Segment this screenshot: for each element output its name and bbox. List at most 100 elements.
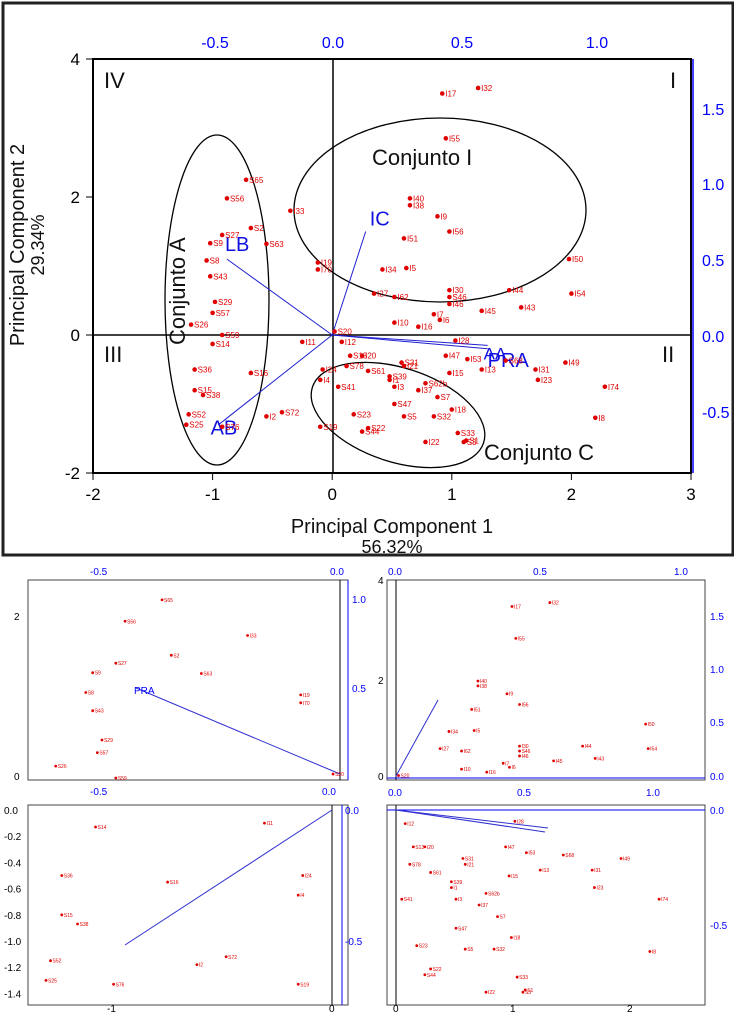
score-point xyxy=(407,202,413,208)
loading-label: IC xyxy=(370,209,390,231)
zoom-point xyxy=(331,772,335,776)
score-point xyxy=(365,368,371,374)
zoom-point xyxy=(454,897,458,901)
zoom-point xyxy=(484,990,488,994)
score-point xyxy=(447,294,452,300)
score-point xyxy=(439,91,445,96)
point-label: S5 xyxy=(407,412,417,421)
point-label: I46 xyxy=(452,300,464,309)
zoom-point-label: S19 xyxy=(300,982,309,988)
zoom-point xyxy=(460,767,463,771)
zoom-tr-x-tick: 0.0 xyxy=(388,788,402,799)
point-label: S78 xyxy=(350,362,365,371)
zoom-point-label: S68 xyxy=(565,853,574,859)
zoom-point-label: I45 xyxy=(556,759,563,765)
point-label: I3 xyxy=(397,383,404,392)
zoom-point-label: I21 xyxy=(467,862,474,868)
score-point xyxy=(463,438,469,443)
zoom-point-label: S56 xyxy=(127,619,136,625)
point-label: S29 xyxy=(218,298,233,307)
zoom-point xyxy=(514,636,518,640)
zoom-point xyxy=(429,967,433,971)
point-label: I32 xyxy=(481,84,493,93)
point-label: I5 xyxy=(409,264,416,273)
score-point xyxy=(475,85,481,91)
zoom-bl-y-tick: -0.8 xyxy=(4,911,22,922)
point-label: I50 xyxy=(572,255,584,264)
zoom-point xyxy=(590,868,594,872)
point-label: S20 xyxy=(338,328,353,337)
top-tick-labels: -0.5 0.0 0.5 1.0 xyxy=(201,35,608,52)
zoom-point-label: I34 xyxy=(451,729,458,735)
zoom-point xyxy=(460,749,463,753)
score-point xyxy=(210,341,215,347)
zoom-point xyxy=(524,851,528,855)
zoom-point-label: S46 xyxy=(522,749,531,755)
zoom-point xyxy=(84,691,88,694)
score-point xyxy=(320,367,325,372)
zoom-tr-y-tick: 0 xyxy=(378,772,384,783)
point-label: S13 xyxy=(353,352,368,361)
point-label: I51 xyxy=(407,234,419,243)
zoom-point-label: S9 xyxy=(95,671,101,677)
zoom-point-label: I11 xyxy=(266,821,273,827)
point-label: I55 xyxy=(449,134,461,143)
point-label: I20 xyxy=(365,352,377,361)
point-label: I31 xyxy=(539,366,551,375)
zoom-point xyxy=(166,880,170,884)
zoom-br-loading-pra xyxy=(395,809,546,833)
zoom-tr-x-tick: 0.5 xyxy=(517,788,531,799)
zoom-point-label: I32 xyxy=(552,601,559,607)
score-point xyxy=(371,291,377,296)
score-point xyxy=(431,312,437,317)
zoom-point-label: S5 xyxy=(467,947,473,953)
zoom-bl-points: I11 I24 I4 I2 S14 S16 S38 S52 S25 S76 S72 S19 S15 S36 xyxy=(44,821,312,988)
zoom-bl-y-tick: -0.6 xyxy=(4,885,22,896)
zoom-point-label: S7 xyxy=(500,915,506,921)
zoom-tl-right-tick: 1.0 xyxy=(352,595,366,606)
score-point xyxy=(335,384,341,390)
loading-vector xyxy=(332,334,488,346)
y-axis-title: Principal Component 2 xyxy=(7,144,29,346)
score-point xyxy=(399,360,404,365)
zoom-point-label: S2 xyxy=(173,653,179,659)
group-label-conjunto-c: Conjunto C xyxy=(484,440,594,465)
top-tick-label: 1.0 xyxy=(586,35,608,52)
outer-frame xyxy=(1,1,734,557)
score-point xyxy=(404,265,409,271)
point-label: S27 xyxy=(225,231,240,240)
zoom-point xyxy=(518,749,521,753)
zoom-point-label: S76 xyxy=(116,982,125,988)
zoom-point-label: S23 xyxy=(419,944,428,950)
zoom-point-label: I27 xyxy=(442,747,449,753)
zoom-point-label: S41 xyxy=(404,897,413,903)
point-label: I24 xyxy=(326,366,338,375)
score-point xyxy=(401,363,407,369)
score-point xyxy=(563,360,568,365)
zoom-bottom-left: I11 I24 I4 I2 S14 S16 S38 S52 S25 S76 S72 S19 S15 S36… xyxy=(4,787,363,1012)
zoom-point-label: I13 xyxy=(542,868,549,874)
zoom-point-label: S39 xyxy=(453,880,462,886)
zoom-point-label: I28 xyxy=(517,819,524,825)
score-point xyxy=(465,356,470,362)
zoom-point-label: S20 xyxy=(335,772,344,778)
zoom-tr-right-tick: 0.5 xyxy=(710,718,724,729)
zoom-point xyxy=(49,959,52,963)
zoom-tr-right-tick: 0.0 xyxy=(710,772,724,783)
zoom-tr-top-tick: 0.0 xyxy=(388,567,402,578)
point-label: S38 xyxy=(206,391,221,400)
point-label: S65 xyxy=(249,176,264,185)
score-point xyxy=(332,329,337,334)
zoom-tl-top-tick: 0.0 xyxy=(330,567,344,578)
point-label: S57 xyxy=(216,309,231,318)
score-point xyxy=(387,374,392,379)
x-tick-label: -1 xyxy=(205,485,220,504)
group-label-conjunto-a: Conjunto A xyxy=(165,237,190,345)
zoom-point xyxy=(54,764,58,768)
zoom-point xyxy=(224,955,228,959)
zoom-point xyxy=(411,845,415,849)
score-point xyxy=(401,414,407,419)
zoom-bl-y-tick: -0.2 xyxy=(4,832,22,843)
score-point xyxy=(288,208,293,214)
zoom-point xyxy=(112,982,115,986)
